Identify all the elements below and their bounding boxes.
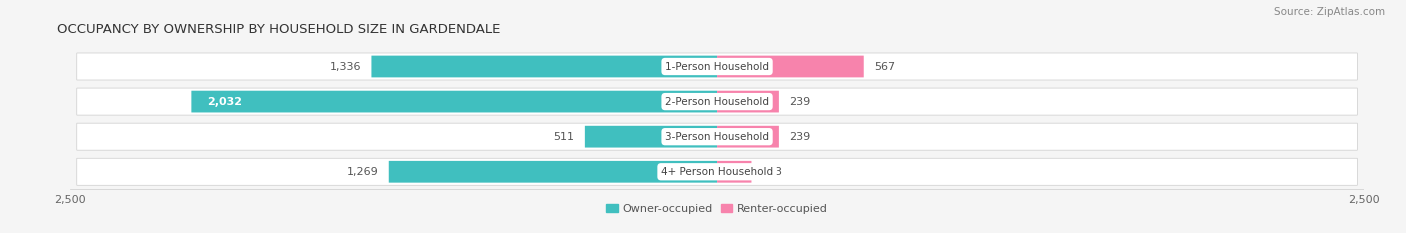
FancyBboxPatch shape: [77, 88, 1357, 115]
Text: 1-Person Household: 1-Person Household: [665, 62, 769, 72]
Text: Source: ZipAtlas.com: Source: ZipAtlas.com: [1274, 7, 1385, 17]
Text: OCCUPANCY BY OWNERSHIP BY HOUSEHOLD SIZE IN GARDENDALE: OCCUPANCY BY OWNERSHIP BY HOUSEHOLD SIZE…: [58, 23, 501, 36]
FancyBboxPatch shape: [717, 126, 779, 147]
Text: 2-Person Household: 2-Person Household: [665, 97, 769, 106]
FancyBboxPatch shape: [717, 91, 779, 113]
Text: 3-Person Household: 3-Person Household: [665, 132, 769, 142]
FancyBboxPatch shape: [717, 161, 751, 183]
Text: 2,032: 2,032: [207, 97, 242, 106]
Legend: Owner-occupied, Renter-occupied: Owner-occupied, Renter-occupied: [602, 199, 832, 218]
Text: 1,269: 1,269: [347, 167, 378, 177]
FancyBboxPatch shape: [77, 53, 1357, 80]
Text: 239: 239: [789, 132, 810, 142]
Text: 511: 511: [554, 132, 575, 142]
FancyBboxPatch shape: [191, 91, 717, 113]
FancyBboxPatch shape: [717, 56, 863, 77]
Text: 567: 567: [875, 62, 896, 72]
Text: 4+ Person Household: 4+ Person Household: [661, 167, 773, 177]
Text: 1,336: 1,336: [329, 62, 361, 72]
FancyBboxPatch shape: [77, 158, 1357, 185]
FancyBboxPatch shape: [389, 161, 717, 183]
FancyBboxPatch shape: [585, 126, 717, 147]
FancyBboxPatch shape: [371, 56, 717, 77]
Text: 239: 239: [789, 97, 810, 106]
FancyBboxPatch shape: [77, 123, 1357, 150]
Text: 133: 133: [762, 167, 783, 177]
